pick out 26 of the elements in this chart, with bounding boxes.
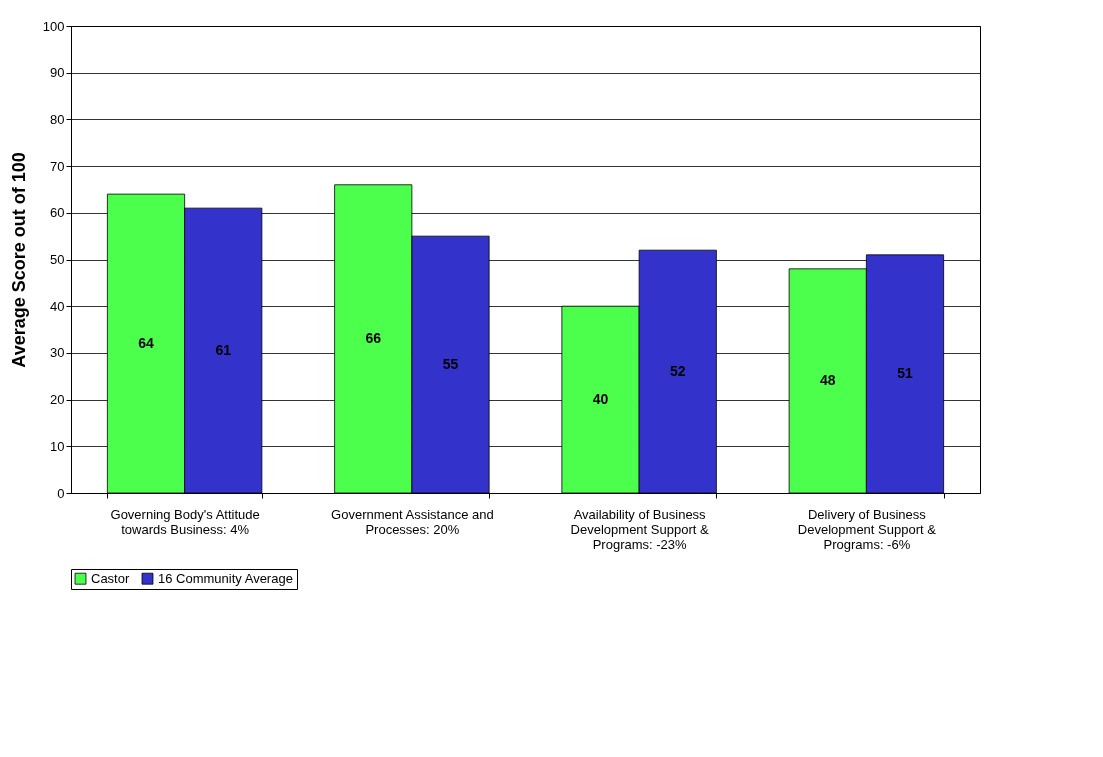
data-label: 61 xyxy=(215,341,232,358)
legend-label: Castor xyxy=(91,570,130,586)
y-tick-label: 40 xyxy=(50,298,65,314)
y-tick-label: 10 xyxy=(50,438,65,454)
y-tick-label: 80 xyxy=(50,111,65,127)
legend-label: 16 Community Average xyxy=(158,570,293,586)
y-tick-label: 20 xyxy=(50,392,65,408)
data-label: 52 xyxy=(669,362,686,379)
y-axis-title: Average Score out of 100 xyxy=(8,152,29,368)
data-label: 66 xyxy=(365,329,382,346)
x-tick-label: Governing Body's Attitude towards Business: 4% xyxy=(110,506,260,537)
data-label: 40 xyxy=(592,390,609,407)
y-tick-label: 30 xyxy=(50,345,65,361)
y-tick-label: 0 xyxy=(57,485,65,501)
x-tick-label: Government Assistance and Processes: 20% xyxy=(331,506,494,537)
y-tick-label: 100 xyxy=(42,18,65,34)
data-label: 51 xyxy=(897,364,913,381)
y-tick-label: 90 xyxy=(50,65,65,81)
x-tick-label: Availability of Business Development Support & Programs: -23% xyxy=(570,506,709,552)
y-tick-label: 50 xyxy=(50,252,65,267)
data-label: 55 xyxy=(442,355,459,372)
data-label: 64 xyxy=(138,334,154,351)
y-tick-label: 60 xyxy=(50,205,65,221)
data-label: 48 xyxy=(819,371,836,388)
x-tick-label: Delivery of Business Development Support & Programs: -6% xyxy=(797,506,937,552)
y-tick-label: 70 xyxy=(50,158,65,174)
